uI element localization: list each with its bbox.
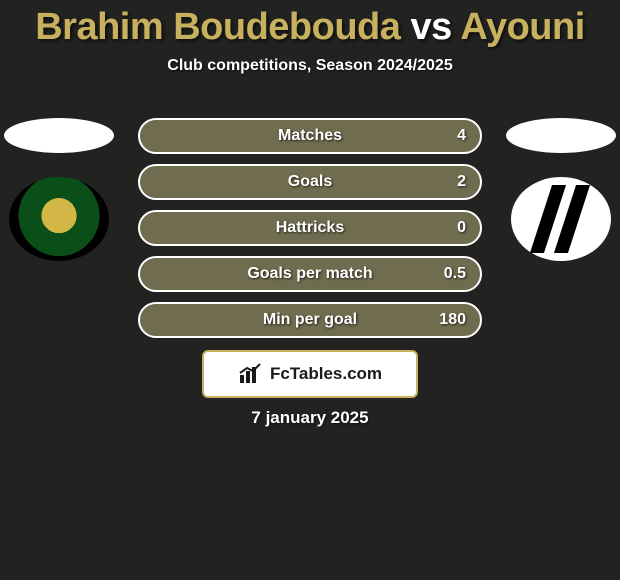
player1-club-badge: [9, 177, 109, 261]
stat-bar: Hattricks 0: [138, 210, 482, 246]
stat-bar: Matches 4: [138, 118, 482, 154]
stat-bar-value: 0: [457, 219, 466, 237]
brand-chart-icon: [238, 363, 264, 385]
brand-badge: FcTables.com: [202, 350, 418, 398]
player2-name: Ayouni: [460, 6, 584, 48]
player2-photo-placeholder: [506, 118, 616, 153]
player2-club-badge: [511, 177, 611, 261]
date-label: 7 january 2025: [0, 408, 620, 428]
stat-bar-value: 4: [457, 127, 466, 145]
stat-bar-label: Min per goal: [263, 311, 357, 329]
stat-bar-label: Goals: [288, 173, 332, 191]
page-title: Brahim Boudebouda vs Ayouni: [0, 0, 620, 49]
player2-column: [506, 118, 616, 261]
stat-bar-label: Hattricks: [276, 219, 344, 237]
stat-bar: Min per goal 180: [138, 302, 482, 338]
stat-bar-value: 2: [457, 173, 466, 191]
stat-bar-label: Matches: [278, 127, 342, 145]
stat-bar-value: 180: [439, 311, 466, 329]
player1-photo-placeholder: [4, 118, 114, 153]
stat-bars: Matches 4 Goals 2 Hattricks 0 Goals per match 0…: [138, 118, 482, 348]
stat-bar-label: Goals per match: [247, 265, 372, 283]
brand-text: FcTables.com: [270, 364, 382, 384]
vs-separator: vs: [410, 6, 451, 48]
stat-bar: Goals per match 0.5: [138, 256, 482, 292]
player1-name: Brahim Boudebouda: [35, 6, 400, 48]
player1-column: [4, 118, 114, 261]
stat-bar-value: 0.5: [444, 265, 466, 283]
stat-bar: Goals 2: [138, 164, 482, 200]
subtitle: Club competitions, Season 2024/2025: [0, 57, 620, 75]
